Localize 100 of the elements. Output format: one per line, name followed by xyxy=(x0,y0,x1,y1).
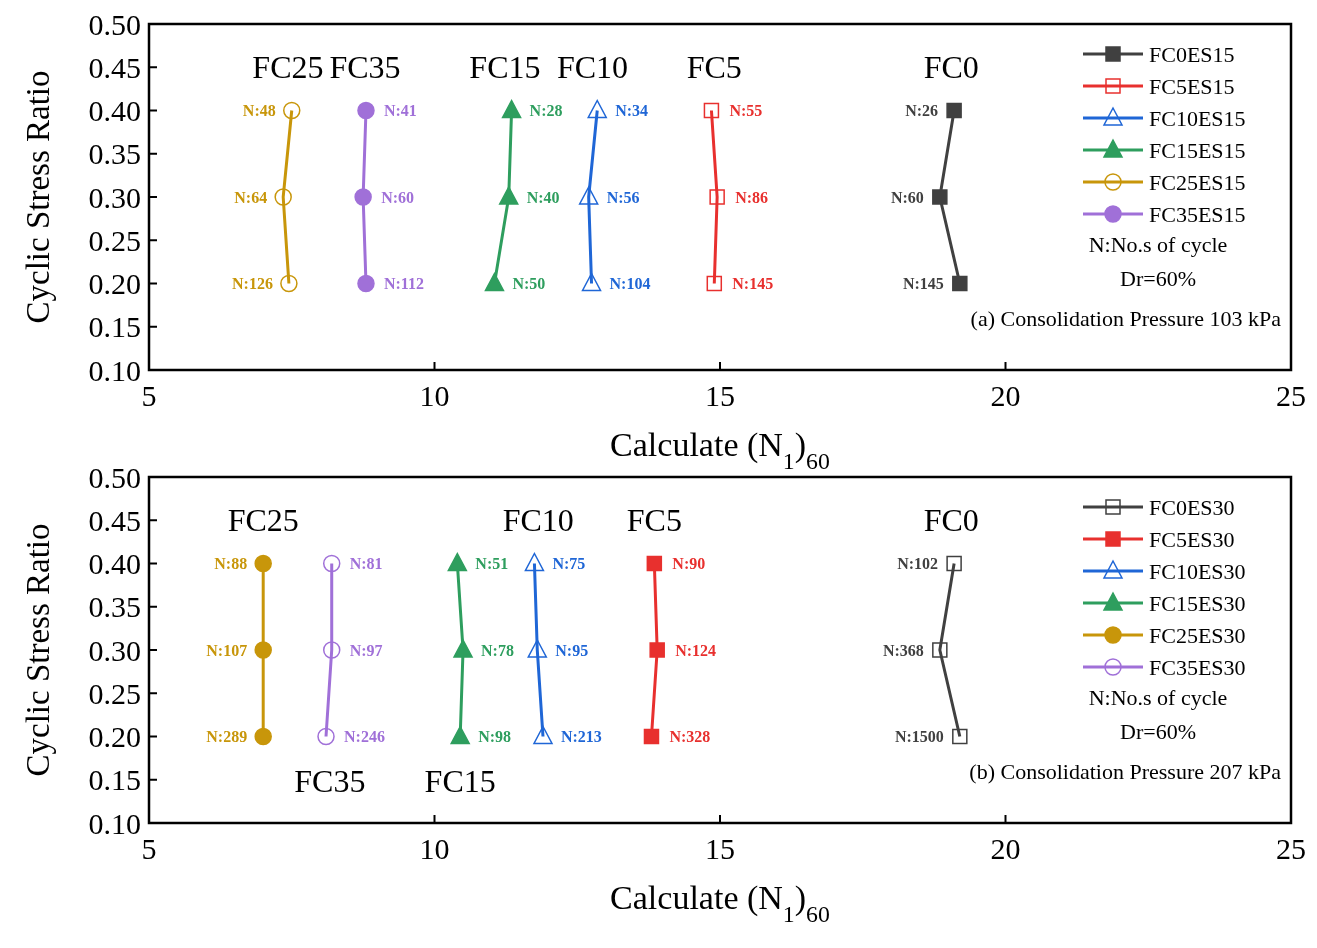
y-tick-label: 0.15 xyxy=(88,763,141,797)
annotation: N:368 xyxy=(882,641,924,659)
annotation: FC35 xyxy=(329,48,401,85)
x-axis-title: Calculate (N$_{1}$)$_{60}$ xyxy=(610,426,830,474)
annotation: N:34 xyxy=(615,102,649,120)
point xyxy=(453,639,473,658)
annotation: FC0 xyxy=(923,48,979,85)
annotation: N:No.s of cycle xyxy=(1088,232,1228,257)
annotation: FC15 xyxy=(469,48,541,85)
legend-label: FC10ES15 xyxy=(1149,105,1246,131)
annotation: N:No.s of cycle xyxy=(1088,685,1228,710)
point xyxy=(533,725,553,745)
annotation: N:88 xyxy=(214,555,248,573)
annotation: N:50 xyxy=(512,275,546,293)
legend-label: FC25ES30 xyxy=(1149,622,1246,648)
annotation: N:90 xyxy=(672,555,706,573)
point xyxy=(484,272,505,292)
annotation: FC25 xyxy=(252,48,324,85)
annotation: (a) Consolidation Pressure 103 kPa xyxy=(970,306,1282,331)
point xyxy=(354,188,372,206)
annotation: N:95 xyxy=(555,641,589,659)
y-tick-label: 0.10 xyxy=(88,353,141,387)
point xyxy=(946,555,962,572)
annotation: FC5 xyxy=(686,48,742,85)
annotation: N:145 xyxy=(732,275,774,293)
y-axis-title: Cyclic Stress Ratio xyxy=(20,70,56,324)
annotation: N:86 xyxy=(735,188,769,206)
point xyxy=(643,728,660,745)
y-tick-label: 0.10 xyxy=(88,806,141,840)
x-axis-title: Calculate (N$_{1}$)$_{60}$ xyxy=(610,879,830,927)
annotation: FC10 xyxy=(556,48,629,85)
legend-label: FC35ES15 xyxy=(1149,201,1246,227)
legend-label: FC35ES30 xyxy=(1149,654,1246,680)
annotation: N:60 xyxy=(381,188,415,206)
y-tick-label: 0.35 xyxy=(88,137,141,171)
annotation: N:104 xyxy=(609,275,651,293)
annotation: N:81 xyxy=(349,555,383,573)
x-tick-label: 5 xyxy=(141,379,157,412)
point xyxy=(706,275,723,292)
point xyxy=(932,642,948,658)
annotation: N:126 xyxy=(232,275,273,293)
point xyxy=(709,189,725,205)
annotation: N:48 xyxy=(242,102,276,120)
annotation: N:26 xyxy=(905,102,939,120)
x-tick-label: 25 xyxy=(1276,832,1306,865)
point xyxy=(524,552,545,572)
point xyxy=(357,101,375,120)
y-tick-label: 0.50 xyxy=(88,7,141,41)
y-tick-label: 0.50 xyxy=(88,460,141,494)
y-tick-label: 0.30 xyxy=(88,633,141,667)
annotation: N:78 xyxy=(481,641,514,659)
point xyxy=(587,99,607,119)
point xyxy=(703,102,720,119)
point xyxy=(447,552,468,572)
annotation: N:64 xyxy=(234,188,268,206)
point xyxy=(952,275,968,292)
annotation: FC10 xyxy=(502,501,574,538)
annotation: FC35 xyxy=(294,762,366,799)
x-tick-label: 20 xyxy=(990,832,1021,865)
y-tick-label: 0.25 xyxy=(88,223,141,257)
annotation: N:289 xyxy=(206,728,248,746)
annotation: N:51 xyxy=(475,555,509,573)
legend-label: FC10ES30 xyxy=(1149,558,1246,584)
annotation: N:328 xyxy=(669,728,711,746)
y-tick-label: 0.25 xyxy=(88,676,141,710)
x-tick-label: 25 xyxy=(1276,379,1306,412)
annotation: N:97 xyxy=(349,641,383,659)
annotation: Dr=60% xyxy=(1120,719,1196,744)
point xyxy=(254,727,272,746)
annotation: N:55 xyxy=(729,102,763,120)
x-tick-label: 10 xyxy=(419,832,450,865)
y-tick-label: 0.20 xyxy=(88,267,141,300)
annotation: N:124 xyxy=(675,641,717,659)
point xyxy=(578,186,599,205)
annotation: N:107 xyxy=(206,641,248,659)
annotation: N:75 xyxy=(552,555,586,573)
x-tick-label: 15 xyxy=(705,379,735,412)
annotation: FC15 xyxy=(424,762,496,799)
annotation: FC5 xyxy=(626,501,682,538)
point xyxy=(450,725,470,745)
point xyxy=(280,274,298,293)
point xyxy=(254,641,272,659)
legend-label: FC25ES15 xyxy=(1149,169,1246,195)
legend-label: FC0ES15 xyxy=(1149,41,1235,67)
point xyxy=(581,272,602,292)
annotation: N:60 xyxy=(890,188,924,206)
point xyxy=(501,99,522,119)
y-tick-label: 0.35 xyxy=(88,590,141,624)
point xyxy=(274,188,292,206)
annotation: N:56 xyxy=(606,188,640,206)
point xyxy=(952,728,968,745)
x-tick-label: 5 xyxy=(141,832,157,865)
annotation: N:40 xyxy=(526,188,560,206)
annotation: FC0 xyxy=(923,501,979,538)
point xyxy=(527,639,548,658)
point xyxy=(498,186,519,205)
y-tick-label: 0.15 xyxy=(88,310,141,344)
annotation: FC25 xyxy=(227,501,299,538)
annotation: N:145 xyxy=(902,275,944,293)
point xyxy=(254,554,272,573)
